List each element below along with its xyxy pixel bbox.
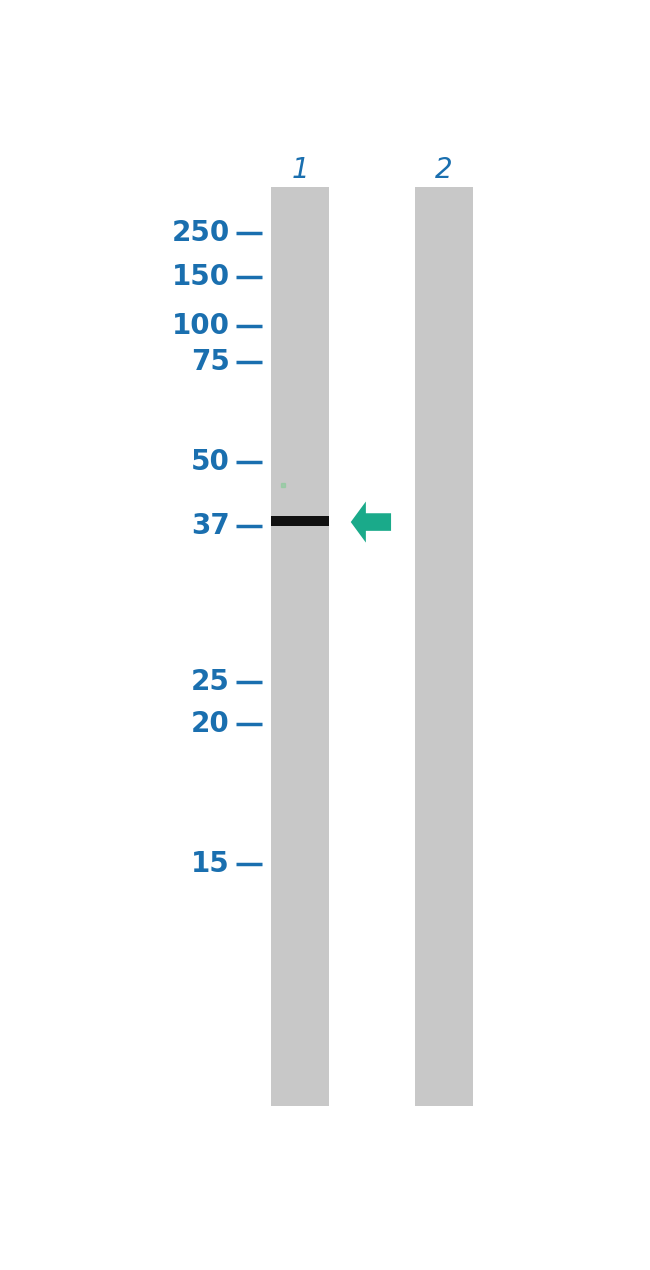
Text: 15: 15: [191, 851, 230, 879]
Bar: [272, 187, 330, 1106]
Text: 37: 37: [191, 512, 230, 540]
Text: 20: 20: [191, 710, 230, 738]
FancyArrow shape: [351, 502, 391, 542]
Text: 250: 250: [172, 218, 230, 246]
Text: 1: 1: [292, 156, 309, 184]
Text: 100: 100: [172, 312, 230, 340]
Text: 50: 50: [191, 448, 230, 476]
Bar: [272, 516, 330, 526]
Text: 2: 2: [435, 156, 453, 184]
Text: 75: 75: [191, 348, 230, 376]
Text: 150: 150: [172, 263, 230, 291]
Text: 25: 25: [191, 668, 230, 696]
Bar: [415, 187, 473, 1106]
